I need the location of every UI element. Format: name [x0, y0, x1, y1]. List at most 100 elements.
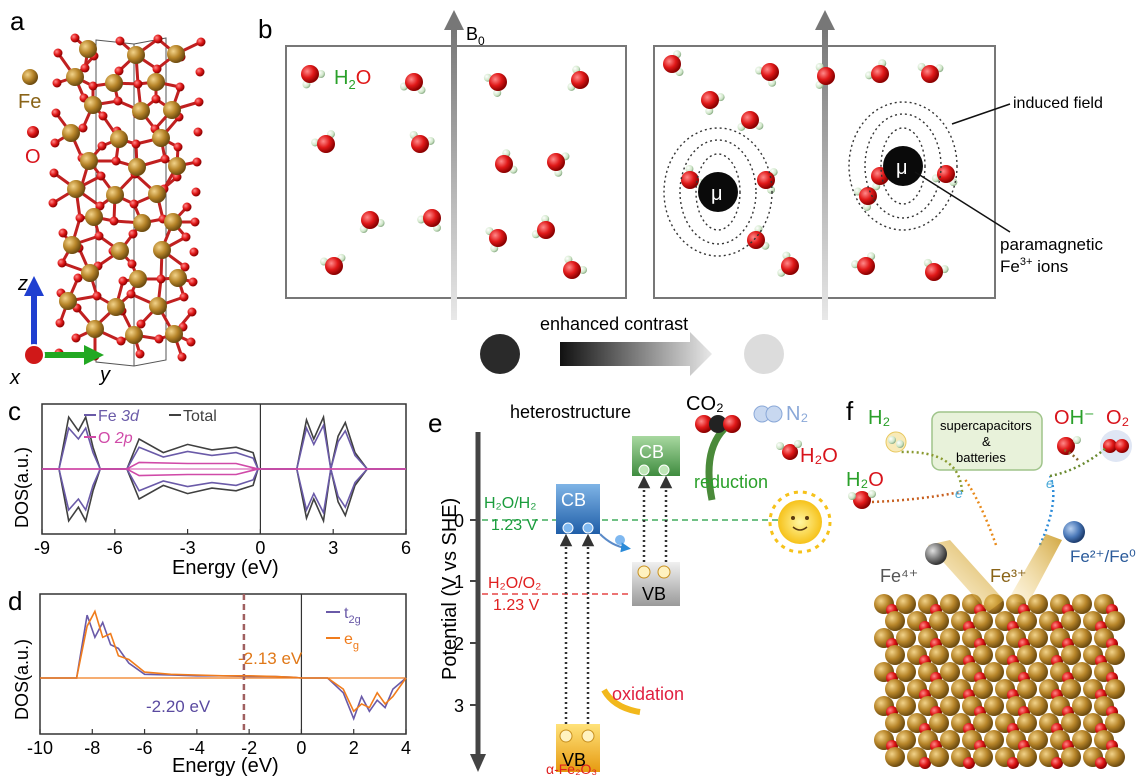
o2-label-f: O₂: [1106, 407, 1129, 429]
oxygen-atom: [154, 334, 164, 344]
slab-iron-atom: [1061, 679, 1081, 699]
oxygen-atom: [133, 79, 143, 89]
paramagnetic-ion-2: [883, 146, 923, 186]
x-tick-label: 0: [255, 538, 265, 558]
oxygen-atom: [98, 111, 108, 121]
iron-atom: [168, 157, 186, 175]
slab-iron-atom: [940, 594, 960, 614]
water-molecule: [755, 63, 779, 87]
slab-oxygen-atom: [1051, 757, 1063, 769]
slab-iron-atom: [1105, 679, 1125, 699]
iron-atom: [125, 326, 143, 344]
h2o-molecule-e: [776, 440, 802, 460]
x-tick-label: -3: [180, 538, 196, 558]
water-molecules: [301, 50, 958, 281]
water-molecule: [495, 149, 518, 174]
material-label: α-Fe₂O₃: [546, 761, 597, 777]
oxygen-atom: [193, 127, 203, 137]
iron-atom: [67, 180, 85, 198]
chart-c-ylabel: DOS(a.u.): [12, 447, 32, 528]
n2-molecule: [753, 405, 783, 423]
water-molecule: [301, 65, 325, 89]
y-axis-label: y: [98, 364, 111, 386]
sun-icon: [768, 490, 832, 554]
chart-d-frame: [39, 593, 407, 735]
oxygen-atom: [189, 247, 199, 257]
iron-atom: [152, 129, 170, 147]
iron-atom: [111, 242, 129, 260]
slab-iron-atom: [1017, 713, 1037, 733]
iron-atom: [81, 264, 99, 282]
slab-iron-atom: [1028, 730, 1048, 750]
legend-total-label: Total: [183, 408, 217, 425]
slab-iron-atom: [973, 679, 993, 699]
n2-label: N₂: [786, 403, 808, 425]
oxygen-atom: [135, 349, 145, 359]
hematite-crystal-structure: [48, 33, 206, 367]
b0-arrowhead-left: [444, 10, 464, 30]
oxygen-atom: [153, 34, 163, 44]
oxygen-atom: [58, 228, 68, 238]
tick-3: 3: [454, 696, 464, 716]
o-legend-label: O: [25, 146, 41, 168]
water-molecule: [851, 252, 876, 275]
oxygen-atom: [181, 232, 191, 242]
iron-atom: [133, 214, 151, 232]
water-molecule: [853, 187, 877, 211]
oh-molecule: [1057, 436, 1081, 455]
slab-oxygen-atom: [963, 757, 975, 769]
x-axis-dot: [23, 344, 45, 366]
iron-atom: [167, 45, 185, 63]
oxygen-atom: [126, 289, 136, 299]
oxygen-atom: [88, 81, 98, 91]
axes-triad: z x y: [9, 273, 111, 389]
oxygen-atom: [179, 292, 189, 302]
electron-label-2: e: [1046, 475, 1054, 491]
oxygen-atom: [187, 307, 197, 317]
oxygen-atom: [92, 291, 102, 301]
dos-chart-d: -10 -8 -6 -4 -2 0 2 4 DOS(a.u.) Energy (eV) t2g…: [12, 593, 411, 777]
iron-atom: [164, 213, 182, 231]
iron-atom: [110, 130, 128, 148]
iron-atom: [163, 101, 181, 119]
slab-iron-atom: [984, 696, 1004, 716]
iron-atom: [105, 74, 123, 92]
water-molecule: [547, 152, 570, 177]
slab-iron-atom: [1105, 645, 1125, 665]
tick-1: 1: [454, 572, 464, 592]
slab-iron-atom: [1061, 611, 1081, 631]
enhanced-contrast-label: enhanced contrast: [540, 314, 688, 334]
slab-iron-atom: [929, 747, 949, 767]
panel-label-c: c: [8, 396, 21, 426]
x-tick-label: -9: [34, 538, 50, 558]
tick-2: 2: [454, 634, 464, 654]
oh-label: OH⁻: [1054, 407, 1095, 429]
x-tick-label: -6: [107, 538, 123, 558]
x-tick-label: -2: [241, 738, 257, 758]
water-molecule: [701, 91, 725, 115]
hematite-slab: [874, 594, 1125, 769]
x-tick-label: 6: [401, 538, 411, 558]
hetero-vb-label: VB: [642, 584, 666, 604]
water-molecule: [737, 111, 764, 131]
paramagnetic-label: paramagnetic: [1000, 235, 1104, 254]
series-o-2p-up: [42, 461, 406, 470]
oxygen-atom: [50, 138, 60, 148]
oxygen-atom: [128, 229, 138, 239]
water-molecule: [815, 63, 835, 89]
slab-iron-atom: [896, 696, 916, 716]
slab-iron-atom: [1061, 645, 1081, 665]
iron-atom: [148, 185, 166, 203]
series-fe-3d-down: [42, 468, 406, 516]
iron-atom: [129, 270, 147, 288]
reaction-paths: [871, 447, 1107, 546]
slab-iron-atom: [1072, 696, 1092, 716]
water-molecule: [485, 227, 507, 253]
x-tick-label: 3: [328, 538, 338, 558]
oxygen-atom: [118, 276, 128, 286]
oxygen-atom: [114, 66, 124, 76]
slab-iron-atom: [896, 628, 916, 648]
water-molecule: [311, 130, 335, 153]
water-molecule: [747, 225, 770, 250]
fe2o3-vb-label: VB: [562, 750, 586, 770]
